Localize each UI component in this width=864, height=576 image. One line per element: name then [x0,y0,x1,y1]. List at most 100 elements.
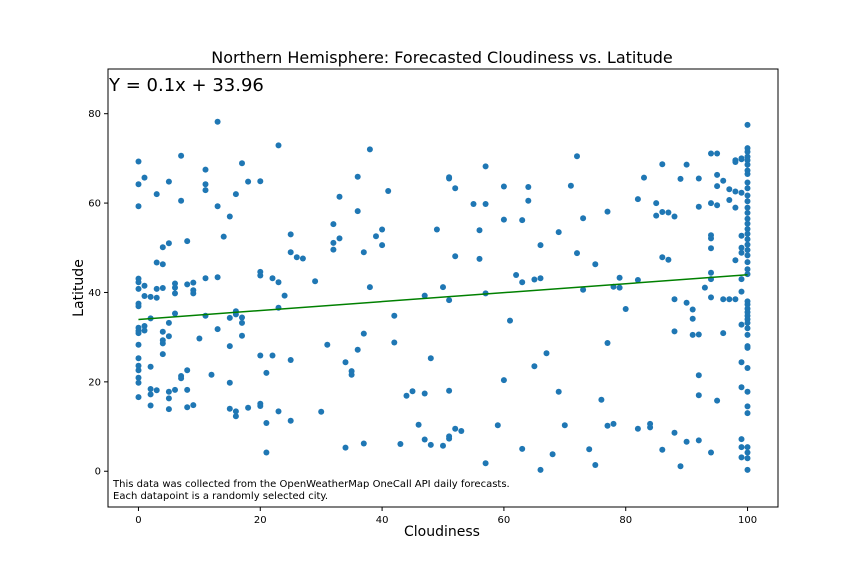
data-point [604,208,611,215]
data-point [738,444,745,451]
data-point [135,394,142,401]
data-point [738,384,745,391]
data-point [391,312,398,319]
data-point [519,445,526,452]
data-point [500,183,507,190]
data-point [141,323,148,329]
data-point [135,181,142,188]
data-point [446,175,453,182]
data-point [543,350,550,357]
data-point [744,215,751,222]
data-point [714,150,721,157]
data-point [525,184,532,190]
data-point [239,160,245,167]
data-point [580,286,587,293]
data-point [415,421,422,428]
data-point [689,315,696,322]
data-point [744,192,751,199]
data-point [726,197,733,203]
data-point [537,242,544,249]
data-point [184,367,191,374]
data-point [360,249,367,256]
data-point [226,213,233,220]
data-point [239,332,245,339]
data-point [184,238,191,245]
data-point [165,319,172,326]
data-point [744,266,751,273]
data-point [695,392,702,399]
data-point [744,455,751,462]
data-point [269,275,276,282]
data-point [744,157,751,164]
data-point [500,216,507,223]
data-point [708,200,714,207]
data-point [354,173,361,180]
data-point [373,233,379,240]
regression-layer [138,274,748,321]
data-point [184,281,191,288]
data-point [470,201,477,207]
data-point [732,188,739,195]
data-point [744,185,751,192]
data-point [165,395,172,402]
data-point [744,121,751,128]
data-point [689,306,696,313]
data-point [214,326,221,333]
data-point [232,413,239,420]
data-point [379,242,386,249]
data-point [744,252,751,259]
data-point [135,158,142,165]
data-point [354,208,361,215]
data-point [720,330,727,337]
data-point [354,346,361,353]
data-point [330,246,337,253]
data-point [232,191,239,198]
y-axis-label: Latitude [71,259,87,317]
data-point [604,422,611,429]
data-point [604,340,611,346]
data-point [659,446,666,453]
data-point [159,285,166,291]
data-point [433,226,440,233]
data-point [744,241,751,248]
data-point [708,245,714,252]
data-point [732,296,739,303]
data-point [141,174,148,181]
data-point [738,244,745,251]
data-point [178,375,185,382]
data-point [239,314,245,321]
data-point [519,279,526,286]
data-point [665,209,672,216]
data-point [190,290,197,297]
data-point [708,235,714,242]
data-point [671,328,678,335]
data-point [293,254,300,261]
data-point [494,422,501,429]
data-point [744,301,751,308]
data-point [379,226,386,233]
data-point [537,466,544,473]
data-point [714,202,721,209]
data-point [695,203,702,210]
data-point [190,279,197,286]
data-point [714,171,721,178]
data-point [708,294,714,301]
data-point [714,183,721,190]
data-point [427,441,434,448]
data-point [738,454,745,461]
data-point [616,284,623,291]
data-point [135,379,142,386]
data-point [738,156,745,163]
data-point [159,351,166,358]
data-point [214,203,221,210]
data-point [574,153,580,160]
data-point [135,330,142,337]
data-point [385,188,392,194]
data-point [677,175,684,182]
data-point [397,441,404,447]
data-point [141,327,148,334]
data-point [275,142,282,149]
data-point [744,148,751,155]
y-tick-label: 60 [88,199,101,210]
data-point [427,355,434,362]
